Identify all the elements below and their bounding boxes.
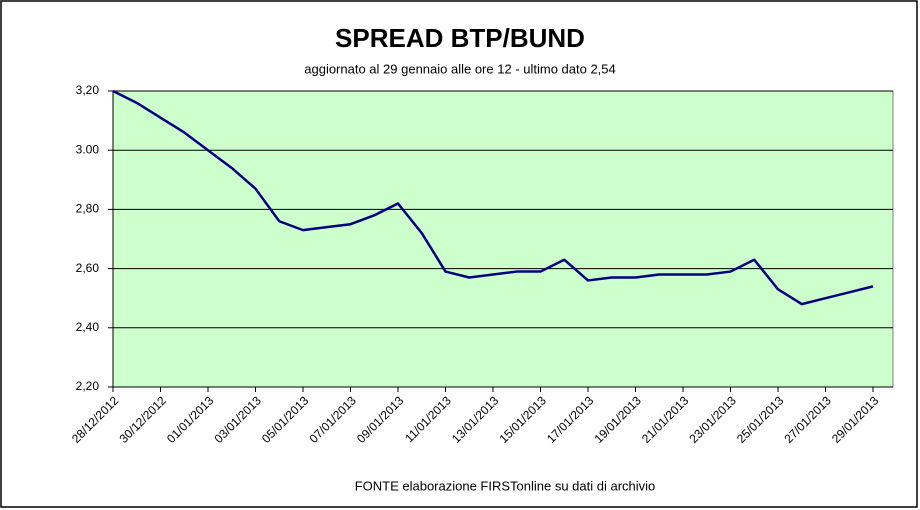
y-tick-label: 2,40 [76, 320, 100, 334]
chart-title: SPREAD BTP/BUND [335, 23, 585, 53]
y-tick-label: 2,60 [76, 261, 100, 275]
chart-subtitle: aggiornato al 29 gennaio alle ore 12 - u… [304, 61, 616, 76]
y-tick-label: 3.00 [76, 142, 100, 156]
line-series [112, 89, 874, 306]
y-tick-label: 2,80 [76, 202, 100, 216]
y-tick-label: 2,20 [76, 379, 100, 393]
source-note: FONTE elaborazione FIRSTonline su dati d… [355, 478, 656, 493]
plot-area [112, 90, 894, 388]
y-tick-label: 3,20 [76, 83, 100, 97]
